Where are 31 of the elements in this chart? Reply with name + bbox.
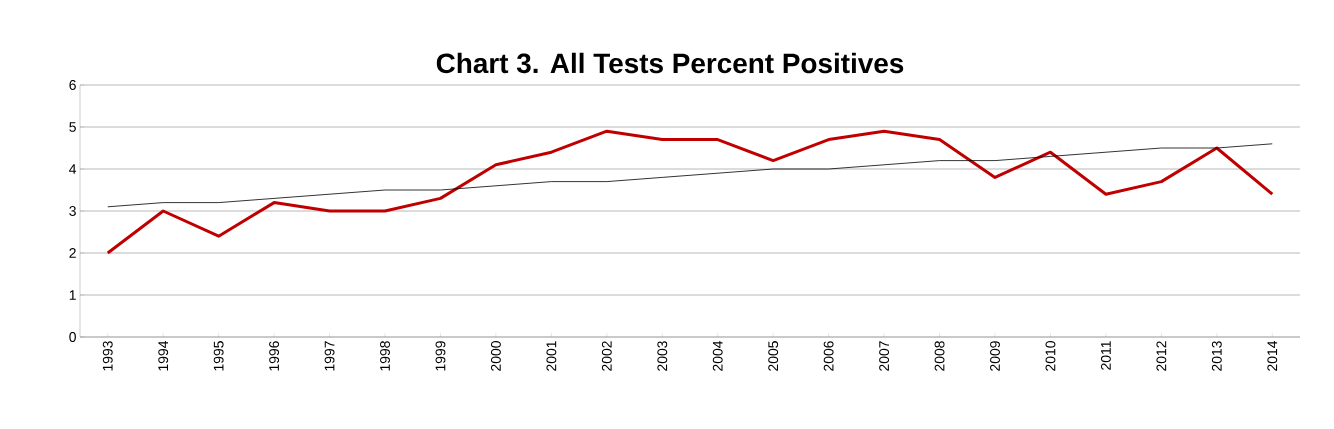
y-tick-label: 2 bbox=[69, 248, 76, 258]
x-tick-label: 1997 bbox=[324, 341, 335, 371]
x-tick-label: 2005 bbox=[768, 341, 779, 371]
x-tick-label: 1993 bbox=[102, 341, 113, 371]
x-tick-label: 2007 bbox=[879, 341, 890, 371]
x-tick-label: 2006 bbox=[823, 341, 834, 371]
y-tick-label: 5 bbox=[69, 122, 76, 132]
x-tick-label: 2004 bbox=[712, 340, 723, 371]
y-tick-label: 3 bbox=[69, 206, 76, 216]
y-tick-label: 6 bbox=[69, 80, 76, 90]
x-tick-label: 2009 bbox=[990, 341, 1000, 371]
y-tick-label: 4 bbox=[69, 164, 77, 174]
x-tick-label: 1998 bbox=[380, 341, 390, 371]
x-tick-label: 2011 bbox=[1100, 341, 1111, 370]
x-tick-label: 2014 bbox=[1267, 340, 1278, 371]
x-tick-label: 1999 bbox=[435, 341, 446, 371]
x-tick-label: 2013 bbox=[1211, 341, 1222, 371]
x-tick-label: 2010 bbox=[1045, 341, 1056, 371]
x-tick-label: 1996 bbox=[269, 341, 280, 371]
x-tick-label: 2001 bbox=[546, 341, 557, 371]
x-tick-label: 2000 bbox=[490, 341, 501, 371]
x-tick-label: 1995 bbox=[213, 341, 224, 371]
x-tick-label: 2012 bbox=[1156, 341, 1167, 371]
x-tick-label: 2008 bbox=[934, 341, 945, 371]
chart-title: Chart 3. All Tests Percent Positives bbox=[436, 52, 904, 74]
y-tick-label: 0 bbox=[69, 332, 76, 342]
y-tick-label: 1 bbox=[69, 290, 76, 300]
x-tick-label: 2002 bbox=[601, 341, 612, 371]
line-series bbox=[106, 129, 1274, 255]
x-tick-label: 2003 bbox=[657, 341, 668, 371]
x-tick-label: 1994 bbox=[158, 340, 169, 371]
